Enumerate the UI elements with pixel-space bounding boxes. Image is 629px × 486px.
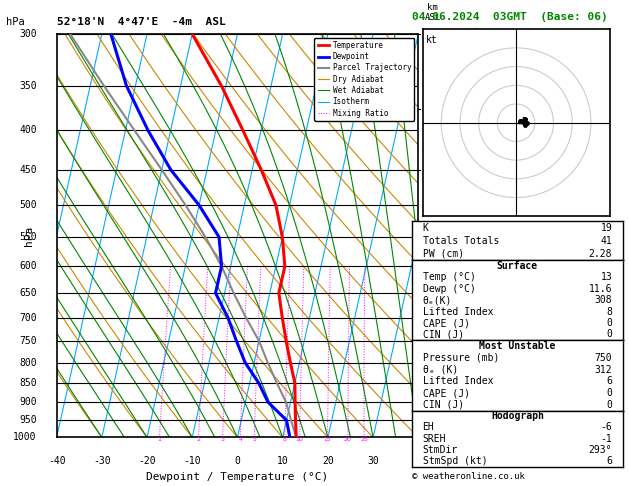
Text: hPa: hPa xyxy=(6,17,25,27)
Legend: Temperature, Dewpoint, Parcel Trajectory, Dry Adiabat, Wet Adiabat, Isotherm, Mi: Temperature, Dewpoint, Parcel Trajectory… xyxy=(314,38,415,121)
Text: 700: 700 xyxy=(19,313,36,323)
Text: 450: 450 xyxy=(19,165,36,175)
Text: -30: -30 xyxy=(93,455,111,466)
Text: -10: -10 xyxy=(184,455,201,466)
Text: PW (cm): PW (cm) xyxy=(423,248,464,259)
Text: 6: 6 xyxy=(606,376,612,386)
Text: 550: 550 xyxy=(19,232,36,242)
Text: 600: 600 xyxy=(19,261,36,271)
Text: Mixing Ratio (g/kg): Mixing Ratio (g/kg) xyxy=(450,185,459,287)
Text: Most Unstable: Most Unstable xyxy=(479,341,555,351)
Text: 4: 4 xyxy=(425,273,431,282)
Text: 41: 41 xyxy=(601,236,612,245)
Text: 30: 30 xyxy=(367,455,379,466)
Text: 8: 8 xyxy=(283,437,287,442)
Text: Temp (°C): Temp (°C) xyxy=(423,272,476,282)
Text: 1: 1 xyxy=(425,394,431,403)
Text: 15: 15 xyxy=(324,437,331,442)
Text: Pressure (mb): Pressure (mb) xyxy=(423,353,499,363)
Text: 300: 300 xyxy=(19,29,36,39)
Text: hPa: hPa xyxy=(25,226,35,246)
Text: 2: 2 xyxy=(425,354,431,363)
Text: 20: 20 xyxy=(344,437,352,442)
Text: 6: 6 xyxy=(606,456,612,466)
Text: Lifted Index: Lifted Index xyxy=(423,307,493,316)
Text: Dewpoint / Temperature (°C): Dewpoint / Temperature (°C) xyxy=(147,472,328,482)
Text: 2.28: 2.28 xyxy=(589,248,612,259)
Text: 312: 312 xyxy=(594,364,612,375)
Text: 3: 3 xyxy=(221,437,225,442)
Text: 6: 6 xyxy=(425,165,431,174)
Text: 350: 350 xyxy=(19,81,36,91)
Text: 0: 0 xyxy=(606,400,612,410)
Text: 500: 500 xyxy=(19,200,36,210)
Text: 800: 800 xyxy=(19,358,36,367)
Text: Hodograph: Hodograph xyxy=(491,411,544,421)
Text: Lifted Index: Lifted Index xyxy=(423,376,493,386)
Text: 19: 19 xyxy=(601,223,612,233)
Text: 25: 25 xyxy=(360,437,368,442)
Text: 308: 308 xyxy=(594,295,612,305)
Text: © weatheronline.co.uk: © weatheronline.co.uk xyxy=(412,472,525,481)
Text: 950: 950 xyxy=(19,415,36,425)
Text: Dewp (°C): Dewp (°C) xyxy=(423,284,476,294)
Text: CAPE (J): CAPE (J) xyxy=(423,388,469,398)
Text: θₑ(K): θₑ(K) xyxy=(423,295,452,305)
Text: SREH: SREH xyxy=(423,434,446,444)
Text: 850: 850 xyxy=(19,378,36,388)
Text: 4: 4 xyxy=(238,437,242,442)
Text: CIN (J): CIN (J) xyxy=(423,400,464,410)
Text: EH: EH xyxy=(423,422,434,433)
Text: km
ASL: km ASL xyxy=(425,2,441,22)
Text: 750: 750 xyxy=(19,336,36,346)
Text: 5: 5 xyxy=(425,226,431,235)
Text: 04.06.2024  03GMT  (Base: 06): 04.06.2024 03GMT (Base: 06) xyxy=(412,12,608,22)
Text: 10: 10 xyxy=(296,437,304,442)
Text: CAPE (J): CAPE (J) xyxy=(423,318,469,328)
Text: K: K xyxy=(423,223,428,233)
Text: θₑ (K): θₑ (K) xyxy=(423,364,458,375)
Text: 1000: 1000 xyxy=(13,433,36,442)
Text: kt: kt xyxy=(426,35,438,45)
Text: -40: -40 xyxy=(48,455,65,466)
Text: 3: 3 xyxy=(425,313,431,322)
Text: 0: 0 xyxy=(606,388,612,398)
Text: 750: 750 xyxy=(594,353,612,363)
Text: -6: -6 xyxy=(601,422,612,433)
Text: 52°18'N  4°47'E  -4m  ASL: 52°18'N 4°47'E -4m ASL xyxy=(57,17,225,27)
Text: 0: 0 xyxy=(235,455,240,466)
Text: StmSpd (kt): StmSpd (kt) xyxy=(423,456,487,466)
Text: Totals Totals: Totals Totals xyxy=(423,236,499,245)
Text: 293°: 293° xyxy=(589,445,612,455)
Text: StmDir: StmDir xyxy=(423,445,458,455)
Text: 13: 13 xyxy=(601,272,612,282)
Text: LCL: LCL xyxy=(425,430,442,438)
Text: 5: 5 xyxy=(252,437,256,442)
Text: 7: 7 xyxy=(425,104,431,113)
Text: 10: 10 xyxy=(277,455,289,466)
Text: 650: 650 xyxy=(19,288,36,298)
Text: 0: 0 xyxy=(606,330,612,340)
Text: 20: 20 xyxy=(322,455,334,466)
Text: 8: 8 xyxy=(425,30,431,38)
Text: 8: 8 xyxy=(606,307,612,316)
Text: Surface: Surface xyxy=(497,260,538,271)
Text: -20: -20 xyxy=(138,455,156,466)
Text: 1: 1 xyxy=(157,437,162,442)
Text: 11.6: 11.6 xyxy=(589,284,612,294)
Text: CIN (J): CIN (J) xyxy=(423,330,464,340)
Text: 2: 2 xyxy=(196,437,201,442)
Text: 0: 0 xyxy=(606,318,612,328)
Text: 400: 400 xyxy=(19,125,36,136)
Text: 40: 40 xyxy=(413,455,424,466)
Text: -1: -1 xyxy=(601,434,612,444)
Text: 900: 900 xyxy=(19,397,36,407)
